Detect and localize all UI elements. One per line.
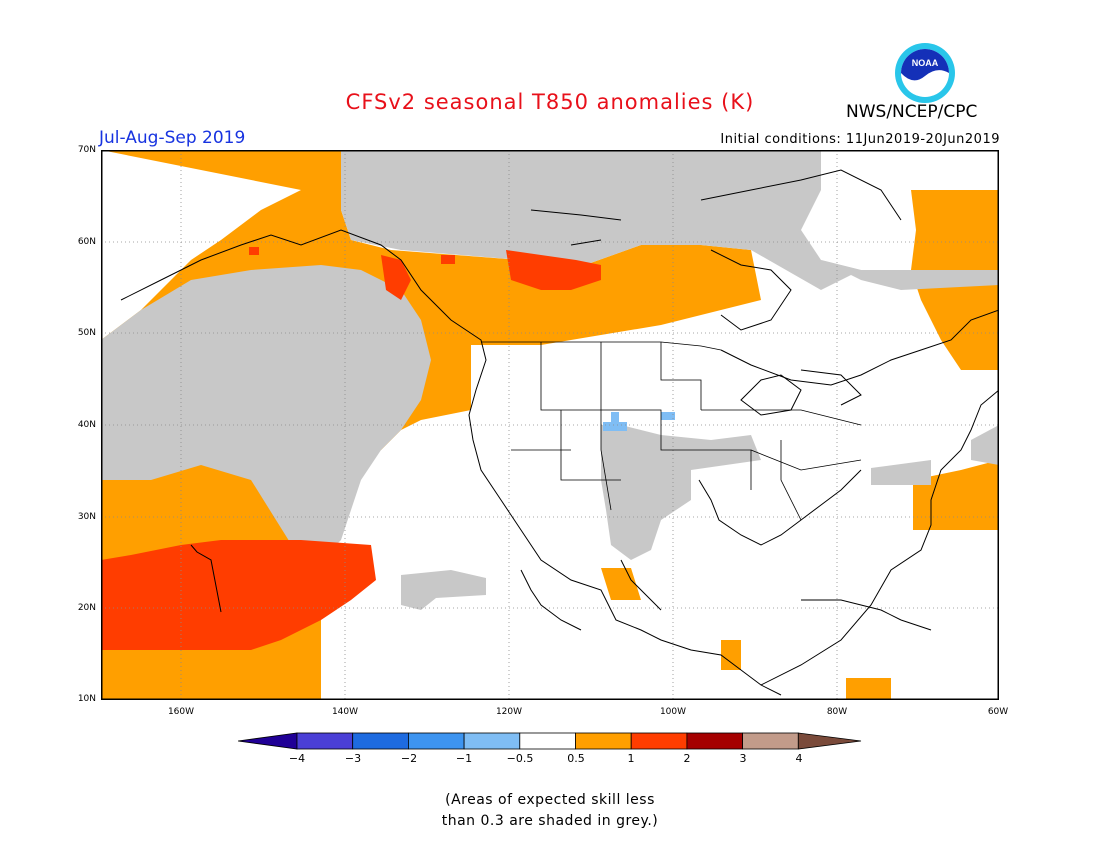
political-borders [481, 341, 862, 521]
colorbar-bin [630, 732, 688, 750]
noaa-logo: NOAA [895, 43, 955, 103]
colorbar-label: −3 [344, 752, 362, 765]
colorbar-cap-right [797, 732, 862, 750]
colorbar-label: 3 [739, 752, 747, 765]
skill-note-line: (Areas of expected skill less [445, 792, 655, 808]
colorbar-label: −2 [400, 752, 418, 765]
map-gridlines [101, 150, 999, 700]
lat-label-70n: 70N [77, 145, 96, 155]
colorbar [238, 732, 862, 750]
lat-label-30n: 30N [77, 512, 96, 522]
colorbar-bin [352, 732, 409, 750]
lon-label-100w: 100W [659, 707, 687, 717]
lat-label-20n: 20N [77, 603, 96, 613]
colorbar-bin [742, 732, 799, 750]
map-frame [101, 150, 999, 700]
lon-label-140w: 140W [331, 707, 359, 717]
colorbar-bin [575, 732, 632, 750]
colorbar-cap-left [238, 732, 298, 750]
initial-conditions-label: Initial conditions: 11Jun2019-20Jun2019 [720, 132, 1000, 147]
lat-label-50n: 50N [77, 328, 96, 338]
colorbar-label: 2 [683, 752, 691, 765]
skill-note: (Areas of expected skill less than 0.3 a… [0, 790, 1100, 832]
agency-label: NWS/NCEP/CPC [846, 102, 978, 122]
lon-label-160w: 160W [167, 707, 195, 717]
logo-text: NOAA [912, 58, 939, 68]
season-label: Jul-Aug-Sep 2019 [99, 128, 246, 148]
lon-label-120w: 120W [495, 707, 523, 717]
colorbar-label: −0.5 [506, 752, 534, 765]
colorbar-label: 1 [627, 752, 635, 765]
colorbar-bin [296, 732, 354, 750]
map-title: CFSv2 seasonal T850 anomalies (K) [345, 90, 755, 114]
lat-label-10n: 10N [77, 694, 96, 704]
colorbar-label: 0.5 [567, 752, 585, 765]
coastlines [120, 169, 999, 696]
colorbar-label: −1 [455, 752, 473, 765]
colorbar-bin [463, 732, 521, 750]
lon-label-80w: 80W [826, 707, 848, 717]
colorbar-label: −4 [288, 752, 306, 765]
anomaly-region-negative [603, 412, 675, 431]
colorbar-bin [686, 732, 743, 750]
colorbar-label: 4 [795, 752, 803, 765]
colorbar-bin [407, 732, 465, 750]
lat-label-40n: 40N [77, 420, 96, 430]
lat-label-60n: 60N [77, 237, 96, 247]
lon-label-60w: 60W [987, 707, 1009, 717]
skill-note-line: than 0.3 are shaded in grey.) [441, 813, 659, 829]
anomaly-region-strong [101, 247, 601, 650]
anomaly-map [101, 150, 999, 700]
colorbar-bin [519, 732, 576, 750]
low-skill-region [101, 150, 999, 610]
